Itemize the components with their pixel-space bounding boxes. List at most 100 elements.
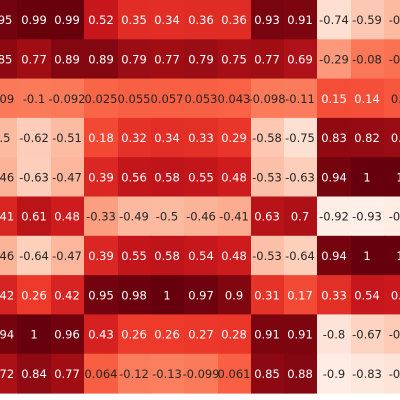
heatmap-cell-r9-c11 bbox=[351, 353, 385, 394]
heatmap-cell-r7-c11 bbox=[351, 275, 385, 315]
heatmap-cell-r7-c0 bbox=[0, 275, 18, 315]
heatmap-cell-r3-c10 bbox=[317, 117, 352, 158]
heatmap-cell-r1-c12 bbox=[384, 39, 400, 80]
heatmap-cell-r8-c12 bbox=[384, 314, 400, 355]
heatmap-cell-label-r1-c5: 0.77 bbox=[154, 52, 180, 66]
heatmap-cell-r4-c10 bbox=[317, 157, 352, 198]
heatmap-cell-label-r6-c9: -0.64 bbox=[285, 249, 315, 263]
heatmap-cell-label-r3-c12: 0.8 bbox=[391, 131, 400, 145]
heatmap-cell-label-r5-c2: 0.48 bbox=[54, 210, 80, 224]
heatmap-cell-r2-c12 bbox=[384, 78, 400, 119]
heatmap-cell-label-r5-c12: -0.9 bbox=[389, 210, 400, 224]
heatmap-cell-label-r8-c6: 0.27 bbox=[188, 328, 214, 342]
heatmap-cell-r3-c7 bbox=[218, 117, 252, 158]
heatmap-cell-label-r8-c11: -0.67 bbox=[352, 328, 382, 342]
heatmap-cell-r8-c1 bbox=[17, 314, 52, 355]
heatmap-cell-r8-c4 bbox=[118, 314, 152, 355]
heatmap-cell-r6-c9 bbox=[284, 235, 318, 276]
heatmap-cell-label-r1-c6: 0.79 bbox=[188, 52, 214, 66]
heatmap-cell-label-r1-c1: 0.77 bbox=[21, 52, 47, 66]
heatmap-cell-label-r3-c8: -0.58 bbox=[252, 131, 282, 145]
heatmap-cell-r4-c9 bbox=[284, 157, 318, 198]
heatmap-cell-r3-c5 bbox=[151, 117, 185, 158]
heatmap-cell-label-r8-c3: 0.43 bbox=[88, 328, 114, 342]
heatmap-cell-r5-c6 bbox=[184, 196, 219, 237]
heatmap-cell-label-r7-c9: 0.17 bbox=[287, 288, 313, 302]
heatmap-cell-r3-c9 bbox=[284, 117, 318, 158]
heatmap-cell-r0-c1 bbox=[17, 0, 52, 40]
heatmap-cell-r2-c2 bbox=[51, 78, 85, 119]
heatmap-cell-label-r6-c7: 0.48 bbox=[221, 249, 247, 263]
heatmap-cell-label-r4-c11: 1 bbox=[363, 170, 370, 184]
heatmap-cell-labels: 95 0.99 0.99 0.52 0.35 0.34 0.36 0.36 0.93 0.91 -0… bbox=[0, 13, 400, 381]
heatmap-cell-label-r5-c7: -0.41 bbox=[219, 210, 249, 224]
heatmap-cell-label-r5-c0: .41 bbox=[0, 210, 14, 224]
heatmap-cell-label-r9-c11: -0.83 bbox=[352, 367, 382, 381]
heatmap-cell-r6-c8 bbox=[251, 235, 285, 276]
heatmap-cell-r1-c11 bbox=[351, 39, 385, 80]
heatmap-cell-label-r6-c11: 1 bbox=[363, 249, 370, 263]
heatmap-cell-label-r7-c1: 0.26 bbox=[21, 288, 47, 302]
heatmap-cell-label-r2-c10: 0.15 bbox=[321, 92, 347, 106]
heatmap-cell-r2-c8 bbox=[251, 78, 285, 119]
heatmap-cell-r8-c10 bbox=[317, 314, 352, 355]
heatmap-cell-r4-c1 bbox=[17, 157, 52, 198]
heatmap-cell-r0-c9 bbox=[284, 0, 318, 40]
heatmap-cell-r6-c12 bbox=[384, 235, 400, 276]
heatmap-cell-label-r6-c10: 0.94 bbox=[321, 249, 347, 263]
heatmap-cell-label-r2-c5: 0.057 bbox=[151, 92, 184, 106]
heatmap-cell-label-r1-c7: 0.75 bbox=[221, 52, 247, 66]
heatmap-cell-label-r3-c6: 0.33 bbox=[188, 131, 214, 145]
heatmap-cell-r9-c12 bbox=[384, 353, 400, 394]
heatmap-cell-label-r0-c2: 0.99 bbox=[54, 13, 80, 27]
heatmap-cell-label-r6-c8: -0.53 bbox=[252, 249, 282, 263]
heatmap-cell-r3-c1 bbox=[17, 117, 52, 158]
heatmap-cell-r5-c5 bbox=[151, 196, 185, 237]
heatmap-cell-r1-c0 bbox=[0, 39, 18, 80]
heatmap-cell-label-r4-c7: 0.48 bbox=[221, 170, 247, 184]
heatmap-cell-label-r6-c0: .46 bbox=[0, 249, 14, 263]
heatmap-cell-r9-c1 bbox=[17, 353, 52, 394]
heatmap-cell-label-r0-c6: 0.36 bbox=[188, 13, 214, 27]
heatmap-cell-label-r9-c6: -0.099 bbox=[182, 367, 219, 381]
heatmap-cell-label-r4-c9: -0.63 bbox=[285, 170, 315, 184]
heatmap-cell-r3-c4 bbox=[118, 117, 152, 158]
heatmap-cell-r9-c0 bbox=[0, 353, 18, 394]
heatmap-cell-label-r7-c2: 0.42 bbox=[54, 288, 80, 302]
heatmap-cell-r5-c10 bbox=[317, 196, 352, 237]
heatmap-cell-r8-c8 bbox=[251, 314, 285, 355]
heatmap-cell-r0-c8 bbox=[251, 0, 285, 40]
heatmap-cell-label-r4-c6: 0.55 bbox=[188, 170, 214, 184]
heatmap-cell-r3-c6 bbox=[184, 117, 219, 158]
heatmap-cell-r0-c5 bbox=[151, 0, 185, 40]
heatmap-cell-label-r8-c2: 0.96 bbox=[54, 328, 80, 342]
heatmap-cell-r9-c2 bbox=[51, 353, 85, 394]
heatmap-cell-label-r0-c12: -0.5 bbox=[389, 13, 400, 27]
heatmap-cell-r4-c11 bbox=[351, 157, 385, 198]
heatmap-cell-r1-c6 bbox=[184, 39, 219, 80]
heatmap-cell-r2-c1 bbox=[17, 78, 52, 119]
heatmap-cell-r0-c0 bbox=[0, 0, 18, 40]
heatmap-cell-label-r5-c6: -0.46 bbox=[186, 210, 216, 224]
heatmap-cell-r0-c4 bbox=[118, 0, 152, 40]
heatmap-cell-r3-c12 bbox=[384, 117, 400, 158]
heatmap-cell-r2-c0 bbox=[0, 78, 18, 119]
heatmap-cell-r5-c2 bbox=[51, 196, 85, 237]
heatmap-cell-r5-c12 bbox=[384, 196, 400, 237]
heatmap-cell-r0-c11 bbox=[351, 0, 385, 40]
heatmap-cell-label-r2-c6: 0.053 bbox=[185, 92, 218, 106]
heatmap-cell-r9-c8 bbox=[251, 353, 285, 394]
heatmap-cell-label-r3-c5: 0.34 bbox=[154, 131, 180, 145]
heatmap-cell-r4-c5 bbox=[151, 157, 185, 198]
heatmap-cell-label-r8-c4: 0.26 bbox=[121, 328, 147, 342]
heatmap-cell-r5-c0 bbox=[0, 196, 18, 237]
heatmap-cell-r4-c12 bbox=[384, 157, 400, 198]
heatmap-cell-r7-c7 bbox=[218, 275, 252, 315]
heatmap-cell-r7-c12 bbox=[384, 275, 400, 315]
heatmap-cell-label-r2-c2: -0.092 bbox=[48, 92, 85, 106]
heatmap-cell-label-r1-c4: 0.79 bbox=[121, 52, 147, 66]
heatmap-cell-r2-c9 bbox=[284, 78, 318, 119]
heatmap-cell-label-r7-c3: 0.95 bbox=[88, 288, 114, 302]
heatmap-cell-r7-c10 bbox=[317, 275, 352, 315]
